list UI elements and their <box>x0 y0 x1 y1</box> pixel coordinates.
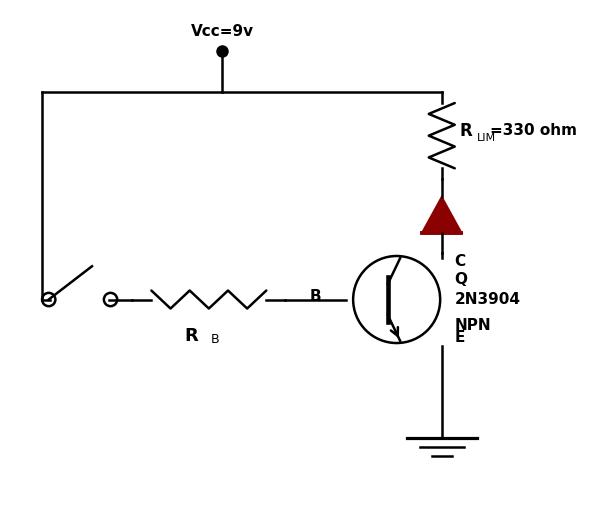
Polygon shape <box>422 197 462 233</box>
Text: B: B <box>310 289 322 305</box>
Text: Q: Q <box>455 271 468 287</box>
Text: R: R <box>184 327 198 345</box>
Text: E: E <box>455 330 465 346</box>
Text: R: R <box>460 122 472 140</box>
Text: 2N3904: 2N3904 <box>455 292 520 307</box>
Text: LIM: LIM <box>477 133 496 143</box>
Text: =330 ohm: =330 ohm <box>490 123 577 138</box>
Text: C: C <box>455 253 466 269</box>
Text: Vcc=9v: Vcc=9v <box>191 24 254 39</box>
Text: NPN: NPN <box>455 317 492 333</box>
Text: B: B <box>210 332 219 346</box>
